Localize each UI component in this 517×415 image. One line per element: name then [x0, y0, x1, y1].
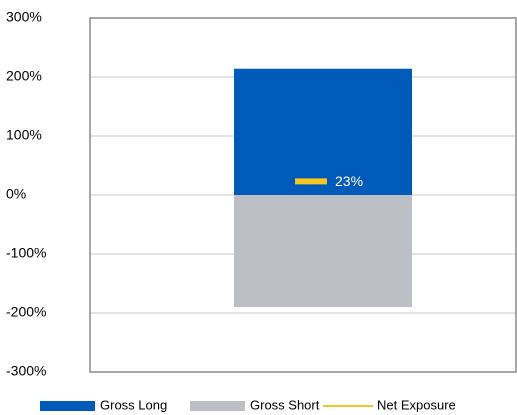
plot-frame	[89, 17, 517, 373]
legend-swatch	[40, 401, 95, 411]
legend-swatch	[190, 401, 245, 411]
y-tick-label: -100%	[6, 245, 46, 261]
data-label: 23%	[335, 173, 363, 189]
y-tick-label: 0%	[6, 186, 26, 202]
y-tick-label: 100%	[6, 127, 42, 143]
bar	[234, 68, 412, 195]
y-tick-label: -200%	[6, 304, 46, 320]
legend-label: Gross Long	[100, 397, 167, 412]
y-tick-label: 200%	[6, 68, 42, 84]
y-tick-label: 300%	[6, 9, 42, 25]
y-tick-label: -300%	[6, 363, 46, 379]
legend-label: Net Exposure	[377, 397, 456, 412]
legend-label: Gross Short	[250, 397, 320, 412]
bar	[234, 195, 412, 308]
